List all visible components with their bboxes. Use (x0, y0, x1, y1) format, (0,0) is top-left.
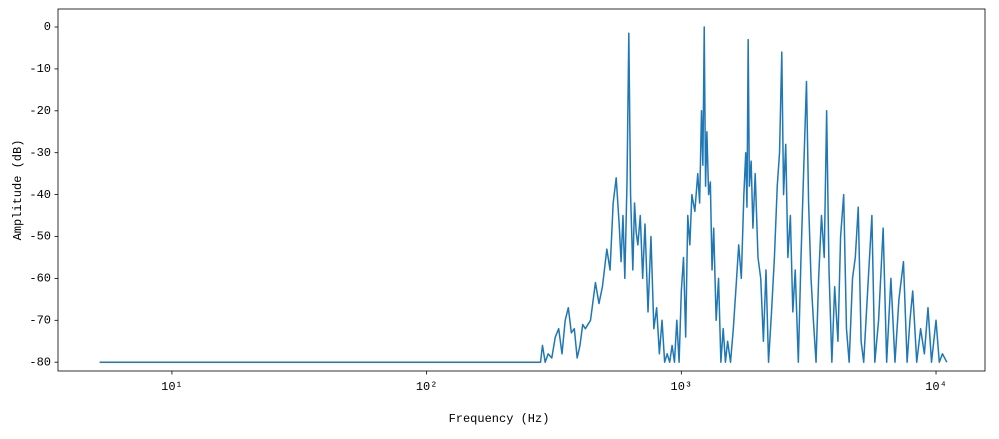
y-tick-label: -10 (29, 62, 51, 76)
y-tick-label: -50 (29, 230, 51, 244)
y-tick-label: -60 (29, 272, 51, 286)
x-tick-label: 10¹ (161, 380, 183, 394)
y-tick-label: -20 (29, 104, 51, 118)
y-tick-label: -40 (29, 188, 51, 202)
x-axis-label: Frequency (Hz) (449, 412, 550, 426)
y-tick-label: -80 (29, 355, 51, 369)
x-tick-label: 10⁴ (925, 380, 947, 394)
x-tick-label: 10² (416, 380, 438, 394)
y-tick-label: -30 (29, 146, 51, 160)
x-tick-label: 10³ (671, 380, 693, 394)
y-tick-label: -70 (29, 313, 51, 327)
plot-frame (57, 8, 986, 372)
line (99, 26, 948, 363)
y-tick-label: 0 (44, 20, 51, 34)
y-axis-label: Amplitude (dB) (11, 140, 25, 241)
